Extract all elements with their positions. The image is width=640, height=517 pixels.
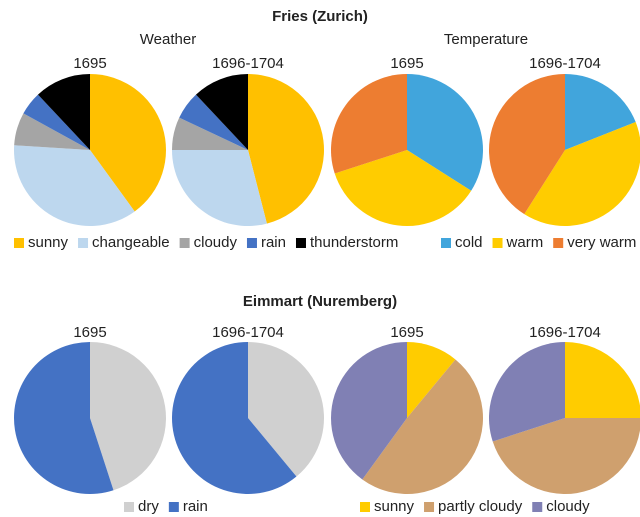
pie-slice (565, 74, 636, 150)
legend-label: cloudy (546, 498, 590, 515)
pie-slice (248, 74, 324, 224)
pie-slice (331, 74, 407, 174)
legend-label: cold (455, 234, 483, 251)
pie-slice (488, 74, 565, 215)
legend-swatch (179, 238, 190, 248)
section-title: Fries (Zurich) (272, 8, 368, 25)
legend-swatch (78, 238, 89, 248)
pie-title: 1695 (390, 55, 423, 72)
legend-label: sunny (28, 234, 69, 251)
pie-slice (362, 359, 484, 495)
legend-swatch (168, 502, 179, 512)
pie-slice (179, 94, 248, 150)
pie-slice (331, 342, 407, 480)
pie-slice (565, 342, 640, 418)
legend-label: cloudy (194, 234, 238, 251)
legend-swatch (14, 238, 24, 248)
legend-label: changeable (92, 234, 170, 251)
legend-label: thunderstorm (310, 234, 398, 251)
pie-title: 1696-1704 (212, 55, 284, 72)
pie-title: 1696-1704 (529, 324, 601, 341)
pie-slice (14, 145, 135, 226)
pie-slice (488, 342, 565, 442)
pie-slice (172, 342, 297, 494)
legend-swatch (246, 238, 257, 248)
legend-label: warm (506, 234, 544, 251)
pie-slice (407, 342, 456, 418)
legend-label: partly cloudy (438, 498, 523, 515)
pie-slice (524, 122, 640, 226)
pie-slice (248, 342, 324, 477)
section-subtitle: Weather (140, 31, 196, 48)
pie-slice (90, 342, 166, 491)
legend-swatch (424, 502, 435, 512)
legend-swatch (124, 502, 134, 512)
pie-title: 1695 (73, 55, 106, 72)
pie-slice (23, 94, 90, 150)
pie-slice (14, 113, 90, 150)
legend-swatch (553, 238, 564, 248)
legend-swatch (492, 238, 503, 248)
pie-title: 1695 (73, 324, 106, 341)
section-subtitle: Temperature (444, 31, 528, 48)
pie-slice (13, 342, 114, 495)
legend-swatch (532, 502, 543, 512)
pie-title: 1695 (390, 324, 423, 341)
legend-swatch (295, 238, 306, 248)
pie-slice (172, 150, 267, 226)
section-title: Eimmart (Nuremberg) (243, 293, 397, 310)
pie-slice (334, 150, 472, 226)
pie-title: 1696-1704 (212, 324, 284, 341)
pie-slice (37, 74, 90, 150)
pie-slice (90, 74, 166, 212)
legend-label: rain (183, 498, 208, 515)
legend-label: rain (261, 234, 286, 251)
pie-slice (195, 74, 248, 150)
legend-label: dry (138, 498, 159, 515)
pie-slice (492, 418, 640, 494)
pie-title: 1696-1704 (529, 55, 601, 72)
legend-swatch (360, 502, 370, 512)
pie-slice (172, 117, 248, 150)
pie-slice (407, 74, 483, 191)
legend-swatch (441, 238, 451, 248)
legend-label: very warm (567, 234, 636, 251)
legend-label: sunny (374, 498, 415, 515)
